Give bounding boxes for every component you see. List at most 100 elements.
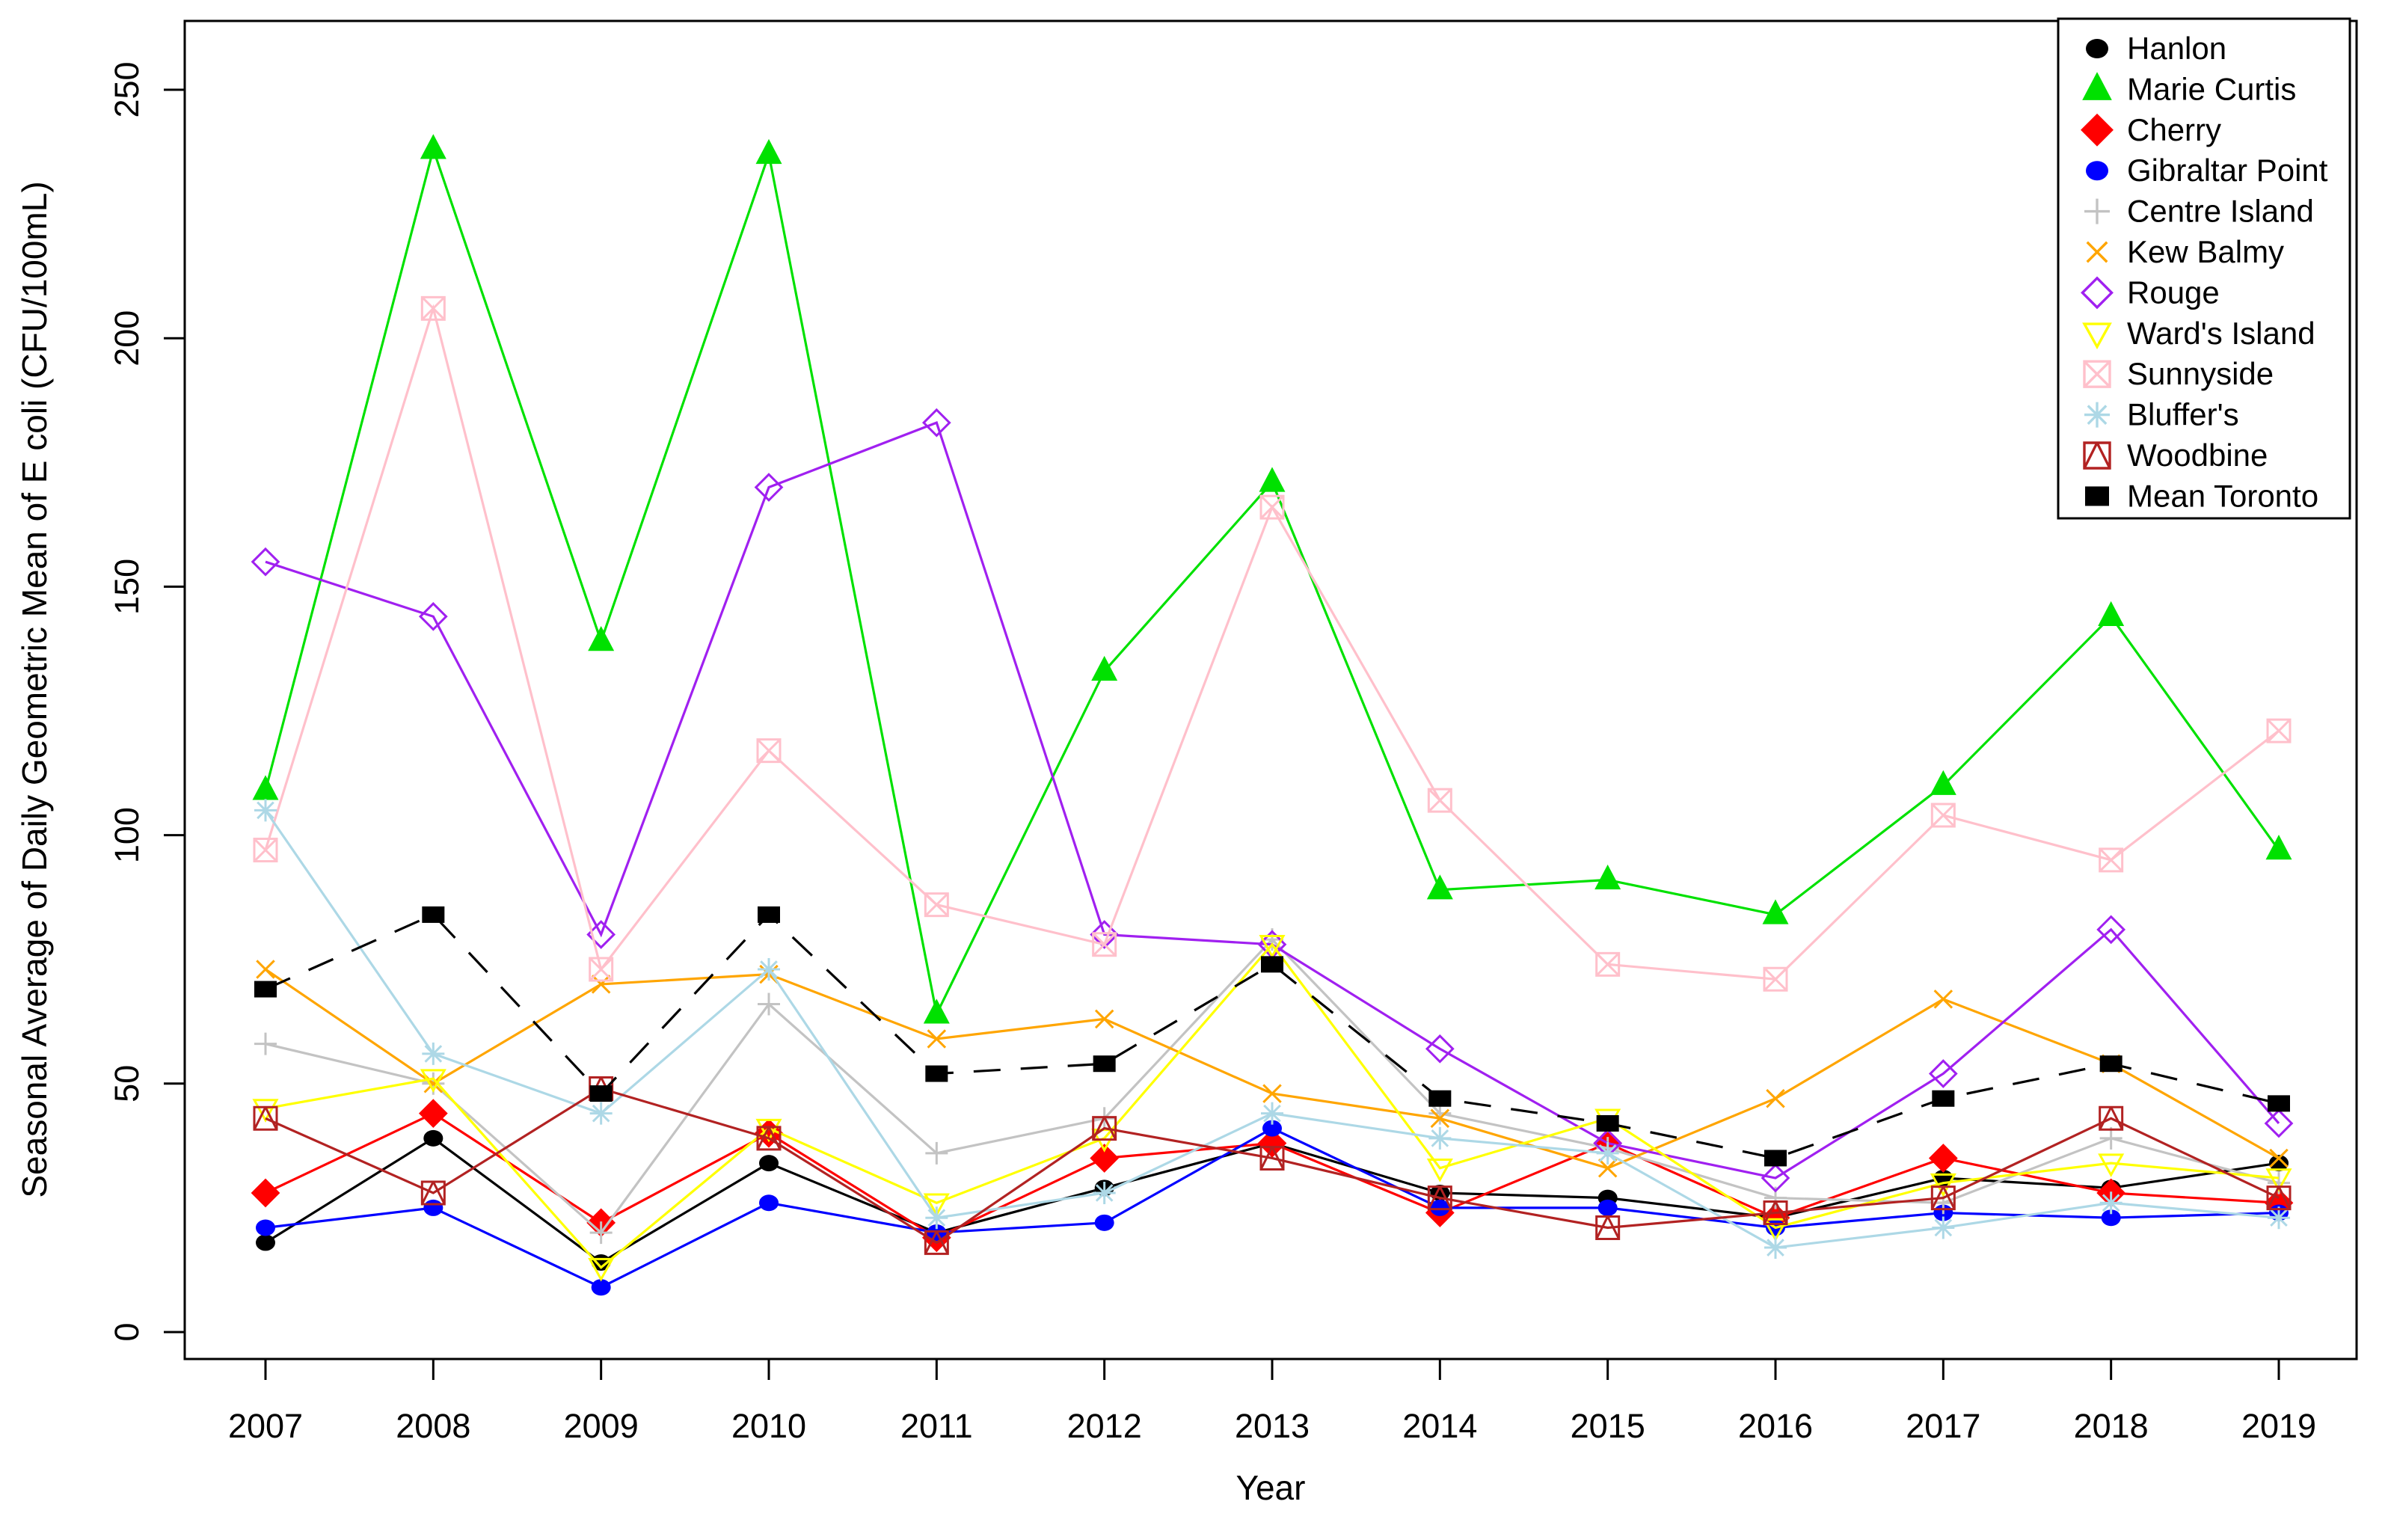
legend-label: Hanlon bbox=[2127, 31, 2226, 66]
data-point bbox=[418, 1099, 448, 1129]
y-tick-label: 150 bbox=[108, 559, 146, 615]
x-tick-label: 2017 bbox=[1906, 1407, 1980, 1445]
data-point bbox=[1930, 1185, 1956, 1211]
data-point bbox=[925, 1141, 948, 1165]
data-point bbox=[591, 975, 611, 994]
data-point bbox=[1933, 990, 1953, 1009]
data-point bbox=[925, 1065, 948, 1082]
legend-item: Gibraltar Point bbox=[2086, 153, 2328, 188]
plot-area-border bbox=[183, 19, 2358, 1360]
data-point bbox=[2099, 847, 2124, 873]
series-mean-toronto bbox=[254, 906, 2290, 1167]
legend-item: Sunnyside bbox=[2083, 356, 2274, 391]
data-point bbox=[927, 1029, 947, 1049]
data-point bbox=[589, 1221, 613, 1245]
data-point bbox=[755, 1118, 782, 1143]
data-point bbox=[1426, 1159, 1453, 1182]
data-point bbox=[256, 1219, 275, 1236]
legend-item: Hanlon bbox=[2086, 31, 2226, 66]
marie-curtis-legend-icon bbox=[2082, 72, 2112, 100]
series-line bbox=[264, 304, 2280, 981]
data-point bbox=[1762, 1218, 1789, 1242]
data-point bbox=[1092, 1116, 1117, 1141]
x-tick-label: 2014 bbox=[1402, 1407, 1477, 1445]
data-point bbox=[1094, 1214, 1114, 1231]
series-marie-curtis bbox=[252, 134, 2292, 1024]
data-point bbox=[2269, 1148, 2289, 1168]
data-point bbox=[1090, 920, 1120, 949]
data-point bbox=[2265, 1168, 2292, 1192]
data-point bbox=[924, 1230, 949, 1255]
data-point bbox=[924, 892, 949, 918]
data-point bbox=[2264, 1108, 2294, 1138]
legend-box bbox=[2057, 17, 2351, 520]
data-point bbox=[1596, 1141, 1619, 1165]
data-point bbox=[2099, 1105, 2124, 1131]
data-point bbox=[755, 138, 782, 165]
legend-item: Cherry bbox=[2081, 112, 2221, 147]
y-axis-title: Seasonal Average of Daily Geometric Mean… bbox=[15, 181, 54, 1197]
legend: Hanlon Marie Curtis Cherry Gibraltar Point C… bbox=[2057, 17, 2351, 520]
legend-item: Rouge bbox=[2081, 274, 2220, 310]
data-point bbox=[1091, 655, 1118, 681]
data-point bbox=[1427, 1185, 1452, 1211]
data-point bbox=[2098, 601, 2125, 627]
data-point bbox=[1594, 864, 1621, 890]
data-point bbox=[420, 295, 446, 321]
data-point bbox=[1764, 1150, 1787, 1167]
woodbine-legend-icon bbox=[2083, 441, 2111, 470]
data-point bbox=[1261, 1102, 1283, 1125]
series-sunnyside bbox=[253, 295, 2292, 992]
legend-label: Bluffer's bbox=[2127, 397, 2239, 432]
data-point bbox=[2268, 1155, 2289, 1172]
data-point bbox=[1930, 770, 1956, 795]
data-point bbox=[418, 601, 448, 631]
series-line bbox=[265, 937, 2280, 1235]
data-point bbox=[1426, 874, 1453, 900]
y-tick-label: 100 bbox=[108, 807, 146, 863]
data-point bbox=[754, 473, 784, 502]
data-point bbox=[2098, 1153, 2125, 1177]
x-tick-label: 2013 bbox=[1235, 1407, 1310, 1445]
data-point bbox=[1259, 494, 1285, 520]
gibraltar-point-legend-icon bbox=[2086, 161, 2108, 181]
data-point bbox=[1597, 1158, 1618, 1178]
data-point bbox=[253, 838, 278, 863]
data-point bbox=[1764, 1236, 1787, 1260]
legend-label: Gibraltar Point bbox=[2127, 153, 2328, 188]
data-point bbox=[1930, 803, 1956, 828]
data-point bbox=[923, 1193, 950, 1218]
legend-label: Mean Toronto bbox=[2127, 478, 2318, 513]
data-point bbox=[252, 775, 279, 800]
legend-item: Bluffer's bbox=[2084, 397, 2239, 432]
data-point bbox=[2268, 1206, 2290, 1230]
data-point bbox=[1094, 1009, 1114, 1029]
data-point bbox=[923, 998, 950, 1024]
data-point bbox=[1928, 1059, 1958, 1088]
legend-item: Marie Curtis bbox=[2082, 71, 2296, 106]
x-tick-label: 2007 bbox=[228, 1407, 303, 1445]
cherry-legend-icon bbox=[2081, 113, 2114, 147]
data-point bbox=[1430, 1108, 1450, 1129]
series-line bbox=[265, 421, 2280, 1179]
x-tick-label: 2015 bbox=[1571, 1407, 1645, 1445]
data-point bbox=[1093, 1055, 1116, 1073]
data-point bbox=[254, 799, 277, 822]
series-layer bbox=[251, 134, 2294, 1296]
x-tick-label: 2009 bbox=[564, 1407, 639, 1445]
x-tick-label: 2010 bbox=[731, 1407, 806, 1445]
data-point bbox=[591, 1279, 611, 1296]
data-point bbox=[253, 1105, 278, 1131]
hanlon-legend-icon bbox=[2086, 39, 2108, 58]
ward-s-island-legend-icon bbox=[2082, 322, 2112, 350]
data-point bbox=[589, 1102, 613, 1125]
legend-item: Mean Toronto bbox=[2085, 478, 2318, 513]
data-point bbox=[1259, 1145, 1285, 1171]
data-point bbox=[1430, 1199, 1450, 1216]
data-point bbox=[1597, 1199, 1618, 1216]
legend-label: Rouge bbox=[2127, 274, 2220, 310]
legend-label: Cherry bbox=[2127, 112, 2221, 147]
data-point bbox=[588, 1257, 615, 1282]
legend-label: Ward's Island bbox=[2127, 316, 2315, 351]
data-point bbox=[1427, 788, 1452, 813]
